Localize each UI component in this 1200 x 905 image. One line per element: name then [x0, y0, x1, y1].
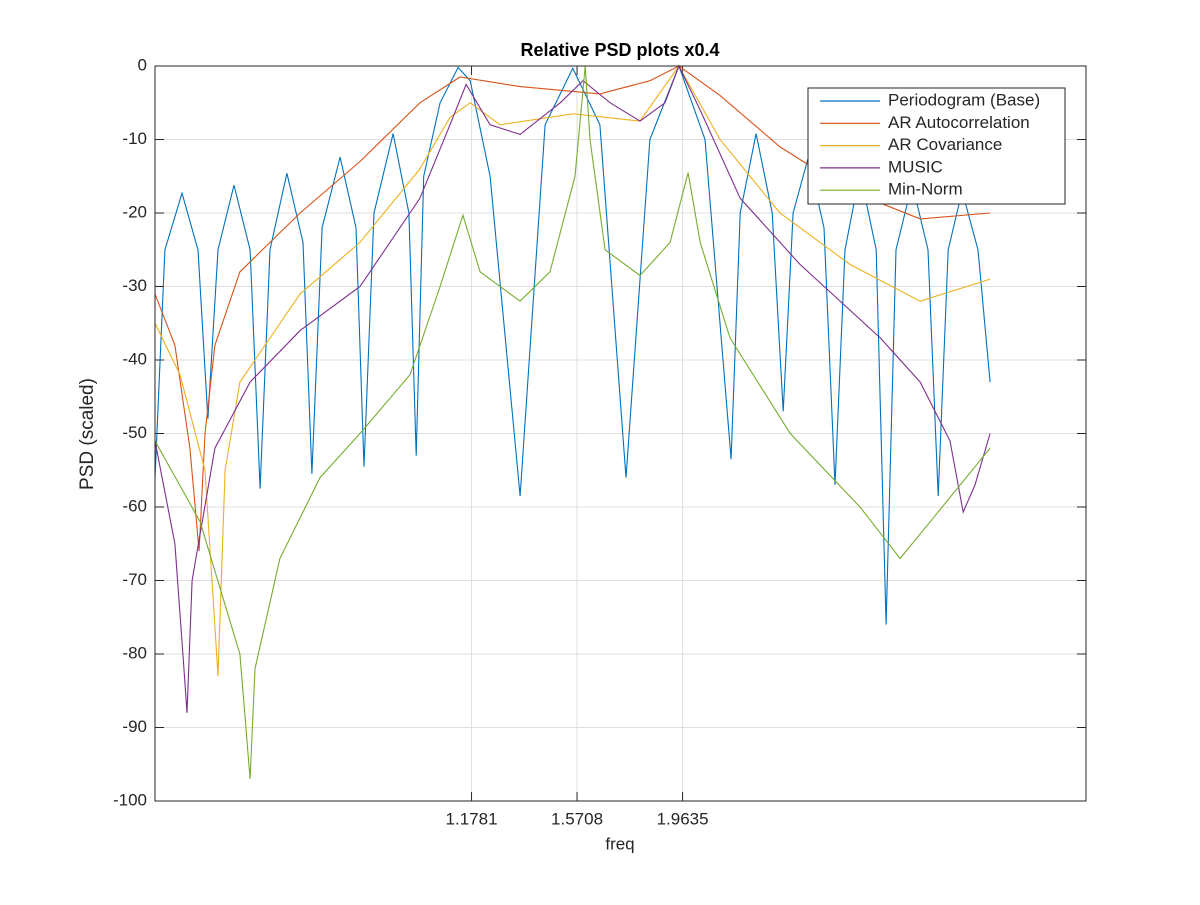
x-axis-label: freq: [605, 834, 634, 853]
legend-label: Min-Norm: [888, 180, 963, 199]
axes-box: [154, 65, 1087, 802]
x-tick-label: 1.5708: [551, 809, 603, 828]
y-tick-label: -100: [113, 790, 147, 809]
y-axis-label: PSD (scaled): [77, 378, 98, 490]
y-tick-label: 0: [138, 55, 147, 74]
legend-label: Periodogram (Base): [888, 90, 1040, 109]
y-tick-label: -50: [122, 423, 147, 442]
x-tick-label: 1.9635: [657, 809, 709, 828]
series-line: [154, 64, 991, 677]
y-tick-label: -80: [122, 643, 147, 662]
legend-label: AR Autocorrelation: [888, 113, 1030, 132]
series-line: [154, 64, 991, 625]
x-tick-label: 1.1781: [446, 809, 498, 828]
y-tick-label: -90: [122, 717, 147, 736]
legend: Periodogram (Base) AR Autocorrelation AR C…: [807, 87, 1066, 205]
series-line: [154, 64, 991, 713]
y-tick-label: -10: [122, 129, 147, 148]
legend-label: AR Covariance: [888, 135, 1002, 154]
chart-title: Relative PSD plots x0.4: [520, 40, 719, 60]
y-tick-label: -70: [122, 570, 147, 589]
y-tick-label: -60: [122, 496, 147, 515]
series-line: [154, 65, 991, 780]
legend-label: MUSIC: [888, 157, 943, 176]
y-tick-label: -30: [122, 276, 147, 295]
y-tick-label: -40: [122, 349, 147, 368]
y-tick-label: -20: [122, 202, 147, 221]
